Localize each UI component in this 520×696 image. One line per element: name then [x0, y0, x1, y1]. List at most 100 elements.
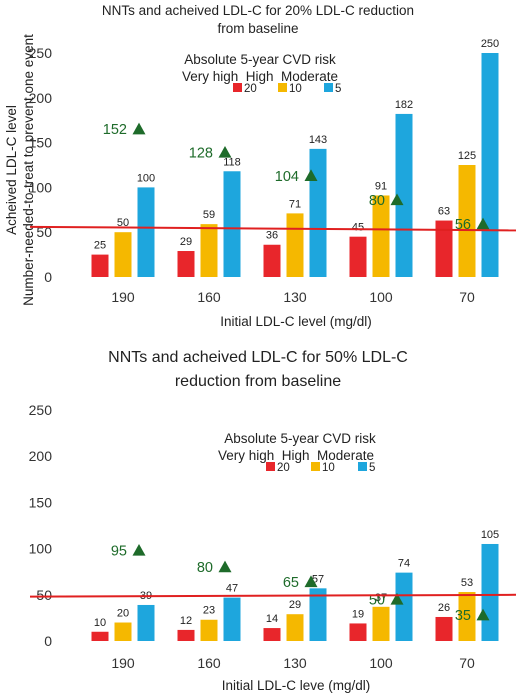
- chart1-title-line1: NNTs and acheived LDL-C for 20% LDL-C re…: [102, 3, 414, 18]
- chart1-bar-value-label: 36: [266, 230, 278, 242]
- chart1-xtick-label: 70: [459, 289, 475, 305]
- chart1-bar-series-20: [177, 251, 195, 277]
- chart1-nnt-marker: [218, 145, 232, 158]
- chart2-bar-value-label: 19: [352, 608, 364, 620]
- chart1-xtick-label: 160: [197, 289, 221, 305]
- chart1-bar-series-20: [435, 220, 453, 277]
- chart2-bar-series-5: [481, 543, 499, 641]
- chart2-bar-value-label: 26: [438, 602, 450, 614]
- chart2-bar-value-label: 20: [117, 608, 129, 620]
- chart2-bar-value-label: 10: [94, 617, 106, 629]
- chart2-bar-value-label: 23: [203, 605, 215, 617]
- chart2-nnt-label: 50: [369, 592, 385, 608]
- chart1-legend-label-10: 10: [289, 83, 302, 95]
- chart1-ytick-label: 250: [29, 45, 53, 61]
- chart1-bar-series-5: [395, 113, 413, 277]
- chart2-nnt-label: 65: [283, 575, 299, 591]
- chart1-bar-value-label: 91: [375, 180, 387, 192]
- chart2-nnt-marker: [390, 592, 404, 605]
- chart2-bar-series-5: [223, 597, 241, 641]
- chart2-legend-groups: Very high High Moderate: [218, 448, 374, 463]
- chart1-xtick-label: 190: [111, 289, 135, 305]
- chart1-bar-series-10: [200, 224, 218, 277]
- chart2-title-line1: NNTs and acheived LDL-C for 50% LDL-C: [108, 349, 408, 366]
- chart2-bar-series-5: [395, 572, 413, 641]
- chart1-legend-groups: Very high High Moderate: [182, 69, 338, 84]
- chart1-nnt-label: 152: [103, 122, 127, 138]
- chart2-legend-label-10: 10: [322, 462, 335, 474]
- chart1-ytick-label: 100: [29, 179, 53, 195]
- chart1-bar-value-label: 125: [458, 150, 476, 162]
- chart2-bar-series-10: [114, 622, 132, 641]
- chart2-plot: 0501001502002501901020399516012234780130…: [29, 402, 517, 671]
- chart2-ytick-label: 200: [29, 448, 53, 464]
- chart2-bar-series-5: [309, 588, 327, 641]
- chart2-bar-series-10: [200, 619, 218, 641]
- chart2-ldl-reference-line: [29, 593, 517, 598]
- chart1-bar-series-5: [309, 148, 327, 277]
- chart2-legend-swatch-20: [266, 462, 275, 471]
- chart2-bar-series-20: [435, 616, 453, 641]
- chart2-ytick-label: 50: [36, 587, 52, 603]
- chart1-bar-series-20: [349, 236, 367, 277]
- chart1-bar-series-10: [372, 195, 390, 277]
- chart1-legend-swatch-20: [233, 83, 242, 92]
- chart1-bar-series-10: [458, 165, 476, 277]
- chart2-xtick-label: 130: [283, 655, 307, 671]
- chart1-nnt-label: 80: [369, 193, 385, 209]
- chart1-ylabel-line1: Acheived LDL-C level: [4, 105, 19, 235]
- chart2-bar-value-label: 53: [461, 577, 473, 589]
- chart2-nnt-label: 35: [455, 608, 471, 624]
- chart1-nnt-marker: [390, 193, 404, 206]
- chart2-nnt-label: 95: [111, 543, 127, 559]
- chart1-legend-swatch-10: [278, 83, 287, 92]
- chart1-title-line2: from baseline: [217, 21, 298, 36]
- chart1-bar-value-label: 59: [203, 209, 215, 221]
- chart1-nnt-marker: [132, 122, 146, 135]
- chart2-ytick-label: 100: [29, 541, 53, 557]
- chart1-bar-series-20: [263, 244, 281, 277]
- chart1-bar-value-label: 100: [137, 172, 155, 184]
- chart1-legend-title: Absolute 5-year CVD risk: [184, 52, 336, 67]
- chart1-ytick-label: 50: [36, 224, 52, 240]
- chart2-bar-value-label: 57: [312, 573, 324, 585]
- chart1-bar-value-label: 250: [481, 38, 499, 50]
- chart1-bar-value-label: 182: [395, 99, 413, 111]
- chart1-legend-swatch-5: [324, 83, 333, 92]
- chart2-bar-series-20: [263, 628, 281, 641]
- chart1-bar-value-label: 50: [117, 217, 129, 229]
- chart2-xtick-label: 70: [459, 655, 475, 671]
- chart1-bar-value-label: 25: [94, 240, 106, 252]
- chart1-nnt-label: 104: [275, 169, 299, 185]
- chart2-bar-series-10: [372, 606, 390, 641]
- chart2-ytick-label: 0: [44, 633, 52, 649]
- chart1-ldl-reference-line: [29, 225, 517, 232]
- chart1-xlabel: Initial LDL-C level (mg/dl): [220, 314, 372, 329]
- chart1-legend-label-20: 20: [244, 83, 257, 95]
- chart2-nnt-label: 80: [197, 560, 213, 576]
- chart2-bar-series-10: [458, 592, 476, 641]
- chart2-nnt-marker: [476, 608, 490, 621]
- chart1-ytick-label: 0: [44, 269, 52, 285]
- chart2-xtick-label: 190: [111, 655, 135, 671]
- chart1-bar-series-10: [114, 232, 132, 277]
- chart2-bar-value-label: 47: [226, 583, 238, 595]
- chart1-nnt-marker: [304, 169, 318, 181]
- chart2-bar-value-label: 29: [289, 599, 301, 611]
- chart2-title-line2: reduction from baseline: [175, 373, 341, 390]
- chart2-xlabel: Initial LDL-C leve (mg/dl): [222, 678, 371, 693]
- chart2-nnt-marker: [132, 543, 146, 556]
- chart1-bar-value-label: 143: [309, 134, 327, 146]
- chart1-bar-value-label: 63: [438, 206, 450, 218]
- chart1-bar-value-label: 118: [223, 156, 241, 168]
- chart2-bar-series-10: [286, 614, 304, 641]
- chart1-bar-value-label: 71: [289, 198, 301, 210]
- chart1-bar-series-5: [137, 187, 155, 277]
- chart2-legend-swatch-10: [311, 462, 320, 471]
- chart2-bar-value-label: 105: [481, 529, 499, 541]
- chart1-xtick-label: 100: [369, 289, 393, 305]
- chart1-ylabel-line2: Number-needed-to-treat to prevent one ev…: [21, 34, 36, 306]
- chart2-bar-value-label: 74: [398, 558, 410, 570]
- chart2-legend-label-20: 20: [277, 462, 290, 474]
